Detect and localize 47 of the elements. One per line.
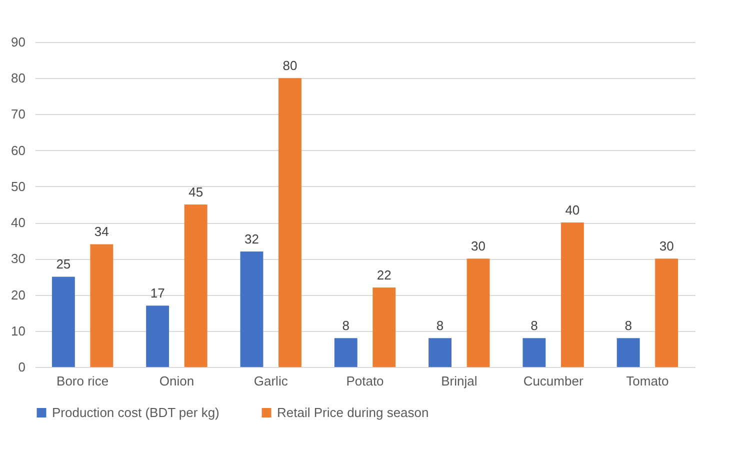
data-label: 30	[659, 238, 674, 254]
legend-label: Retail Price during season	[277, 404, 429, 420]
y-tick-label: 70	[11, 106, 26, 122]
legend-label: Production cost (BDT per kg)	[52, 404, 220, 420]
x-tick-label: Brinjal	[441, 374, 478, 388]
bar	[278, 78, 302, 367]
bar	[466, 258, 490, 367]
data-label: 22	[376, 268, 392, 283]
y-tick-label: 0	[18, 360, 26, 374]
y-tick-label: 80	[11, 70, 26, 86]
data-label: 45	[188, 184, 204, 200]
bar	[184, 204, 208, 367]
x-tick-label: Garlic	[254, 374, 288, 388]
data-label: 32	[244, 231, 259, 246]
x-tick-label: Potato	[346, 374, 384, 388]
y-tick-label: 30	[11, 251, 26, 266]
y-tick-label: 10	[11, 323, 26, 338]
bar	[522, 338, 546, 367]
data-label: 80	[282, 58, 298, 74]
y-tick-label: 90	[11, 34, 26, 50]
data-label: 8	[342, 318, 350, 334]
bar	[334, 338, 358, 367]
data-label: 30	[471, 238, 486, 254]
bar	[655, 258, 678, 367]
bar	[372, 288, 396, 367]
x-tick-label: Onion	[159, 374, 194, 388]
bar	[52, 276, 75, 367]
bar	[240, 251, 264, 367]
x-tick-label: Boro rice	[56, 374, 109, 388]
data-label: 34	[94, 224, 109, 240]
x-tick-label: Tomato	[626, 374, 669, 388]
data-label: 17	[150, 286, 165, 301]
bar	[90, 244, 114, 367]
data-label: 8	[530, 318, 538, 334]
y-tick-label: 50	[11, 178, 26, 194]
data-label: 25	[56, 256, 71, 272]
data-label: 8	[436, 318, 444, 334]
bar	[146, 306, 170, 367]
data-label: 8	[624, 318, 632, 334]
y-tick-label: 40	[11, 215, 26, 230]
bar	[616, 338, 640, 367]
bar	[428, 338, 452, 367]
y-tick-label: 60	[11, 142, 26, 158]
y-tick-label: 20	[11, 287, 26, 302]
x-tick-label: Cucumber	[523, 374, 584, 388]
data-label: 40	[565, 202, 580, 218]
bar	[560, 222, 584, 367]
